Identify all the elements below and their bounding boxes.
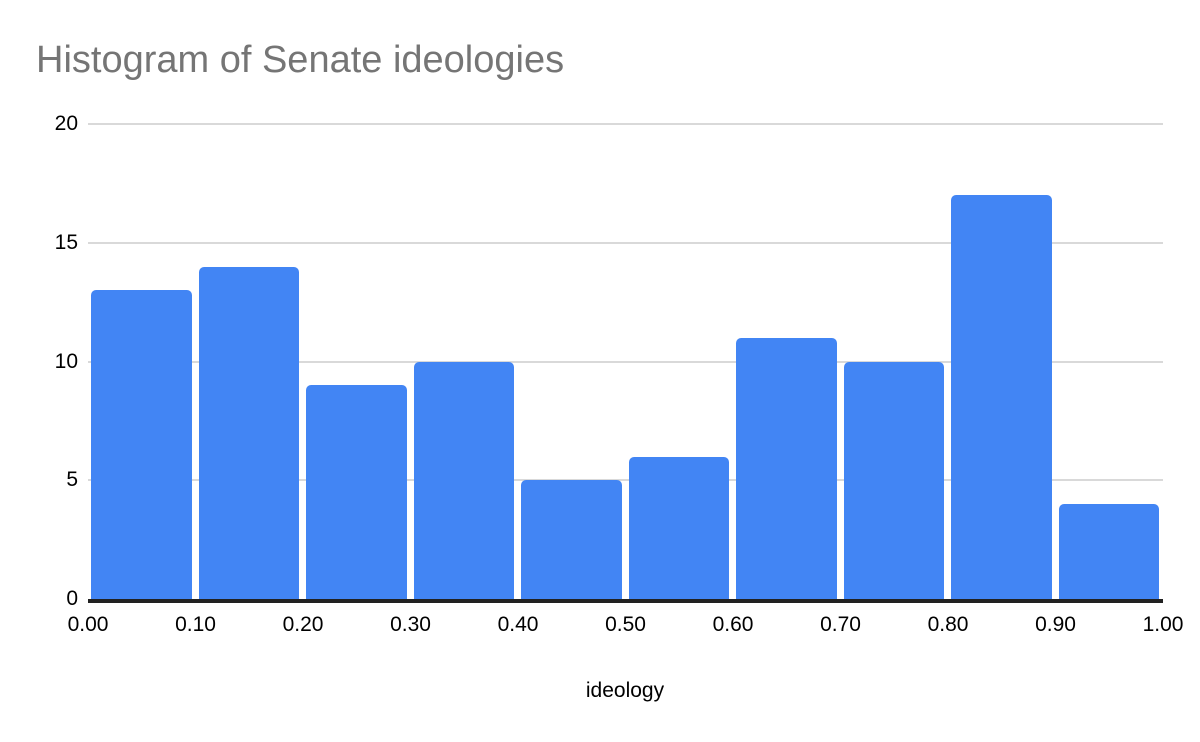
x-tick-label-0.70: 0.70 xyxy=(820,613,861,636)
y-tick-label-20: 20 xyxy=(54,112,78,135)
x-tick-label-0.40: 0.40 xyxy=(497,613,539,636)
x-tick-label-0.20: 0.20 xyxy=(282,613,324,636)
x-tick-label-0.80: 0.80 xyxy=(927,613,969,636)
gridline-y-5 xyxy=(88,479,1163,482)
histogram-bar-0.00-0.10 xyxy=(91,290,192,599)
x-tick-label-0.30: 0.30 xyxy=(390,613,431,636)
histogram-bar-0.80-0.90 xyxy=(951,195,1052,599)
histogram-bar-0.10-0.20 xyxy=(198,266,299,599)
y-tick-label-10: 10 xyxy=(54,349,78,373)
y-tick-label-5: 5 xyxy=(66,468,78,492)
y-tick-label-0: 0 xyxy=(66,587,78,610)
y-axis-tick-labels: 0 5 10 15 20 xyxy=(0,112,78,610)
histogram-bar-0.40-0.50 xyxy=(521,480,622,599)
gridline-y-15 xyxy=(88,241,1163,244)
histogram-bar-0.90-1.00 xyxy=(1058,504,1159,599)
histogram-bar-0.60-0.70 xyxy=(736,337,837,599)
x-axis-title: ideology xyxy=(585,679,665,702)
plot-area xyxy=(88,123,1163,603)
x-tick-label-0.60: 0.60 xyxy=(712,613,754,636)
y-tick-label-15: 15 xyxy=(54,230,78,254)
x-tick-label-0.90: 0.90 xyxy=(1035,613,1076,636)
x-tick-label-0.00: 0.00 xyxy=(67,613,109,636)
histogram-bar-0.70-0.80 xyxy=(843,361,944,599)
histogram-bar-0.50-0.60 xyxy=(628,456,729,599)
histogram-bar-0.30-0.40 xyxy=(413,361,514,599)
x-tick-label-0.10: 0.10 xyxy=(175,613,216,636)
chart-title: Histogram of Senate ideologies xyxy=(36,39,565,81)
gridline-y-20 xyxy=(88,123,1163,125)
x-axis-tick-labels: 0.00 0.10 0.20 0.30 0.40 0.50 0.60 0.70 0.80 0.90… xyxy=(68,612,1184,638)
gridline-y-10 xyxy=(88,360,1163,363)
x-tick-label-0.50: 0.50 xyxy=(605,613,646,636)
x-tick-label-1.00: 1.00 xyxy=(1142,613,1184,636)
histogram-bar-0.20-0.30 xyxy=(306,385,407,599)
